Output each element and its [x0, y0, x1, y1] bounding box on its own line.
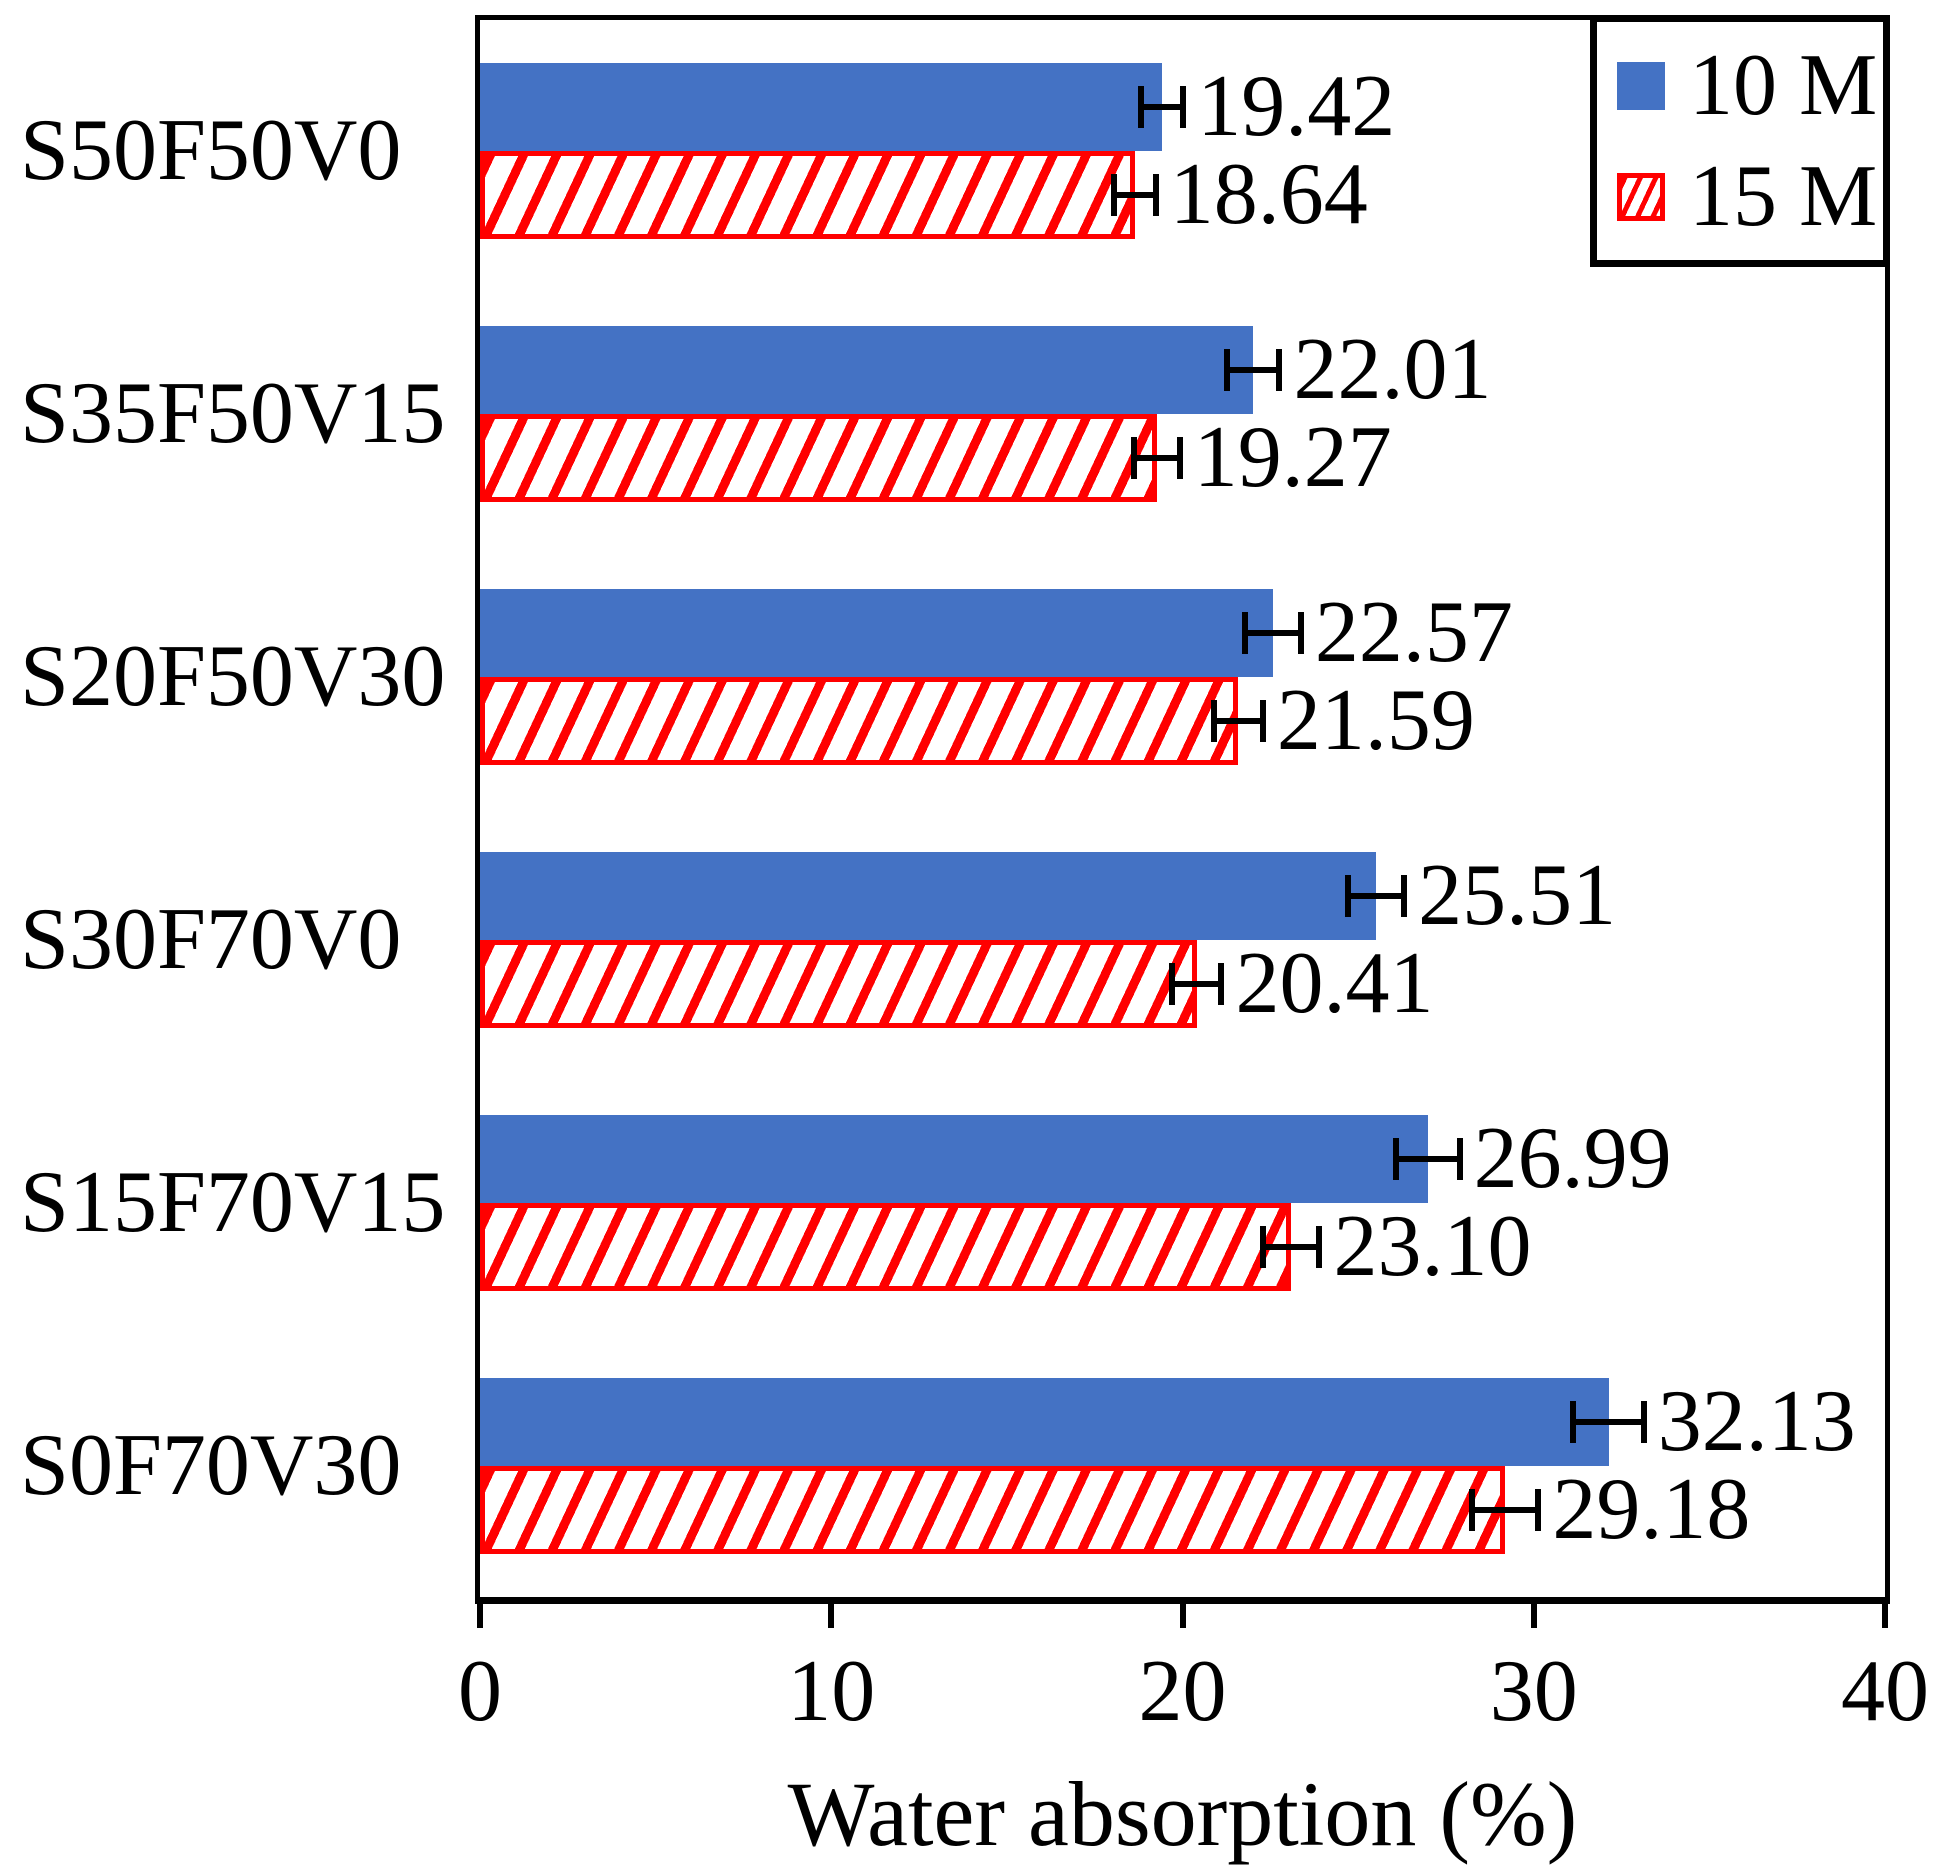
error-bar-cap [1110, 174, 1117, 217]
bar-S30F70V0-10M [480, 851, 1377, 940]
error-bar-cap [1393, 1137, 1400, 1180]
error-bar-cap [1218, 962, 1225, 1005]
bar-S20F50V30-10M [480, 589, 1273, 678]
legend-swatch-blue-solid [1617, 61, 1665, 110]
error-bar-cap [1131, 437, 1138, 480]
bar-S50F50V0-10M [480, 63, 1163, 152]
x-axis-tick [1179, 1604, 1186, 1628]
x-axis-title: Water absorption (%) [787, 1763, 1578, 1865]
error-bar-cap [1138, 86, 1145, 129]
error-bar [1172, 980, 1222, 987]
bar-S50F50V0-15M [480, 151, 1135, 240]
category-label: S20F50V30 [20, 628, 446, 726]
bar-S0F70V30-15M [480, 1465, 1505, 1554]
legend: 10 M 15 M [1590, 15, 1890, 267]
legend-swatch-red-hatch [1617, 172, 1665, 221]
error-bar [1471, 1506, 1539, 1513]
category-label: S30F70V0 [20, 890, 402, 988]
error-bar-cap [1259, 700, 1266, 743]
x-axis-tick-label: 10 [787, 1643, 876, 1740]
error-bar [1213, 718, 1263, 725]
bar-S35F50V15-15M [480, 414, 1157, 503]
bar-S20F50V30-15M [480, 677, 1239, 766]
error-bar-cap [1570, 1400, 1577, 1443]
x-axis-tick [1882, 1604, 1888, 1628]
value-label: 21.59 [1276, 672, 1475, 770]
error-bar [1113, 192, 1156, 199]
category-label: S15F70V15 [20, 1153, 446, 1251]
error-bar-cap [1176, 437, 1183, 480]
x-axis-tick [477, 1604, 483, 1628]
x-axis-tick-label: 40 [1841, 1643, 1929, 1740]
x-axis-tick-label: 20 [1138, 1643, 1227, 1740]
error-bar-cap [1535, 1488, 1542, 1531]
error-bar-cap [1468, 1488, 1475, 1531]
value-label: 32.13 [1657, 1372, 1856, 1470]
bar-S15F70V15-10M [480, 1114, 1429, 1203]
category-label: S35F50V15 [20, 365, 446, 463]
error-bar-cap [1180, 86, 1187, 129]
plot-area: 19.42 18.64 22.01 19.27 22.57 21.59 25.51 20.41… [475, 15, 1890, 1604]
legend-label-15m: 15 M [1689, 147, 1878, 245]
x-axis-tick-label: 0 [458, 1643, 502, 1740]
value-label: 22.57 [1314, 584, 1513, 682]
value-label: 29.18 [1552, 1460, 1751, 1558]
error-bar-cap [1260, 1225, 1267, 1268]
legend-label-10m: 10 M [1689, 36, 1878, 134]
error-bar-cap [1316, 1225, 1323, 1268]
category-label: S50F50V0 [20, 102, 402, 200]
bar-S15F70V15-15M [480, 1202, 1292, 1291]
value-label: 19.27 [1193, 409, 1392, 507]
category-label: S0F70V30 [20, 1416, 402, 1514]
error-bar-cap [1344, 874, 1351, 917]
bar-S35F50V15-10M [480, 326, 1254, 415]
x-axis-tick [828, 1604, 835, 1628]
error-bar-cap [1169, 962, 1176, 1005]
x-axis-tick [1530, 1604, 1537, 1628]
value-label: 26.99 [1473, 1109, 1672, 1207]
error-bar [1396, 1155, 1460, 1162]
error-bar-cap [1640, 1400, 1647, 1443]
error-bar-cap [1210, 700, 1217, 743]
error-bar [1573, 1418, 1644, 1425]
error-bar-cap [1456, 1137, 1463, 1180]
error-bar-cap [1276, 349, 1283, 392]
value-label: 19.42 [1197, 58, 1396, 156]
error-bar [1141, 104, 1184, 111]
error-bar [1226, 367, 1280, 374]
error-bar-cap [1241, 612, 1248, 655]
error-bar-cap [1401, 874, 1408, 917]
legend-item-10m: 10 M [1617, 36, 1883, 134]
error-bar [1263, 1243, 1320, 1250]
value-label: 25.51 [1418, 846, 1617, 944]
legend-item-15m: 15 M [1617, 147, 1883, 245]
value-label: 23.10 [1333, 1197, 1532, 1295]
error-bar [1347, 892, 1405, 899]
bar-S30F70V0-15M [480, 939, 1197, 1028]
value-label: 22.01 [1293, 321, 1492, 419]
bar-S0F70V30-10M [480, 1377, 1609, 1466]
x-axis-tick-label: 30 [1489, 1643, 1578, 1740]
error-bar-cap [1223, 349, 1230, 392]
error-bar [1244, 630, 1301, 637]
error-bar [1134, 455, 1180, 462]
error-bar-cap [1152, 174, 1159, 217]
value-label: 20.41 [1235, 934, 1434, 1032]
value-label: 18.64 [1169, 146, 1368, 244]
error-bar-cap [1297, 612, 1304, 655]
